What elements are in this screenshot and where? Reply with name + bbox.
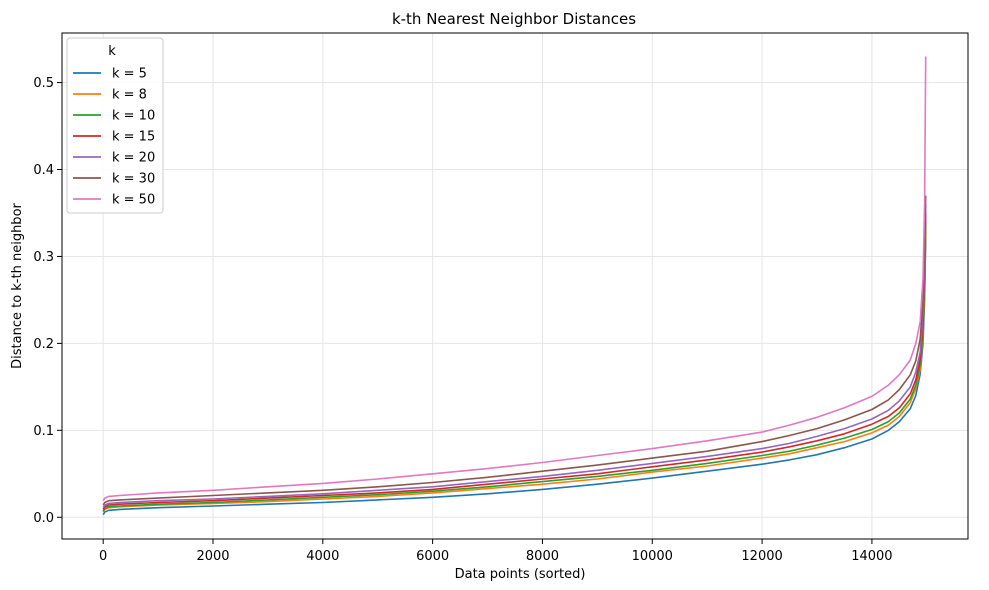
x-tick-label: 0: [99, 549, 107, 564]
legend-label-1: k = 8: [112, 88, 147, 103]
grid: [62, 33, 968, 539]
plot-frame: [61, 32, 969, 540]
x-tick-label: 8000: [526, 549, 559, 564]
x-tick-label: 6000: [416, 549, 449, 564]
y-axis-ticks: 0.0 0.1 0.2 0.3 0.4 0.5: [33, 76, 62, 526]
series-lines: [102, 56, 927, 516]
x-tick-label: 14000: [851, 549, 892, 564]
legend-title: k: [108, 44, 116, 59]
x-axis-label: Data points (sorted): [455, 567, 586, 582]
series-line-3: [102, 212, 927, 510]
x-axis-ticks: 0 2000 4000 6000 8000 10000 12000 14000: [99, 539, 893, 564]
legend-box: [66, 37, 164, 214]
y-tick-label: 0.4: [33, 163, 54, 178]
legend-label-3: k = 15: [112, 130, 155, 145]
y-axis-label: Distance to k-th neighbor: [10, 202, 25, 368]
y-tick-label: 0.1: [33, 424, 54, 439]
x-tick-label: 10000: [632, 549, 673, 564]
legend-label-4: k = 20: [112, 151, 155, 166]
series-line-6: [102, 56, 927, 502]
series-line-2: [102, 221, 927, 512]
series-line-5: [102, 195, 927, 506]
x-tick-label: 4000: [306, 549, 339, 564]
y-tick-label: 0.0: [33, 511, 54, 526]
x-tick-label: 12000: [741, 549, 782, 564]
legend-label-5: k = 30: [112, 172, 155, 187]
legend: k k = 5 k = 8 k = 10 k = 15 k = 20 k = 30 k = 5…: [66, 37, 164, 214]
legend-label-0: k = 5: [112, 67, 147, 82]
chart-title: k-th Nearest Neighbor Distances: [392, 10, 636, 28]
legend-label-6: k = 50: [112, 193, 155, 208]
series-line-4: [102, 204, 927, 509]
x-tick-label: 2000: [196, 549, 229, 564]
y-tick-label: 0.3: [33, 250, 54, 265]
series-line-1: [102, 230, 927, 513]
legend-label-2: k = 10: [112, 109, 155, 124]
y-tick-label: 0.5: [33, 76, 54, 91]
y-tick-label: 0.2: [33, 337, 54, 352]
series-line-0: [102, 239, 927, 516]
